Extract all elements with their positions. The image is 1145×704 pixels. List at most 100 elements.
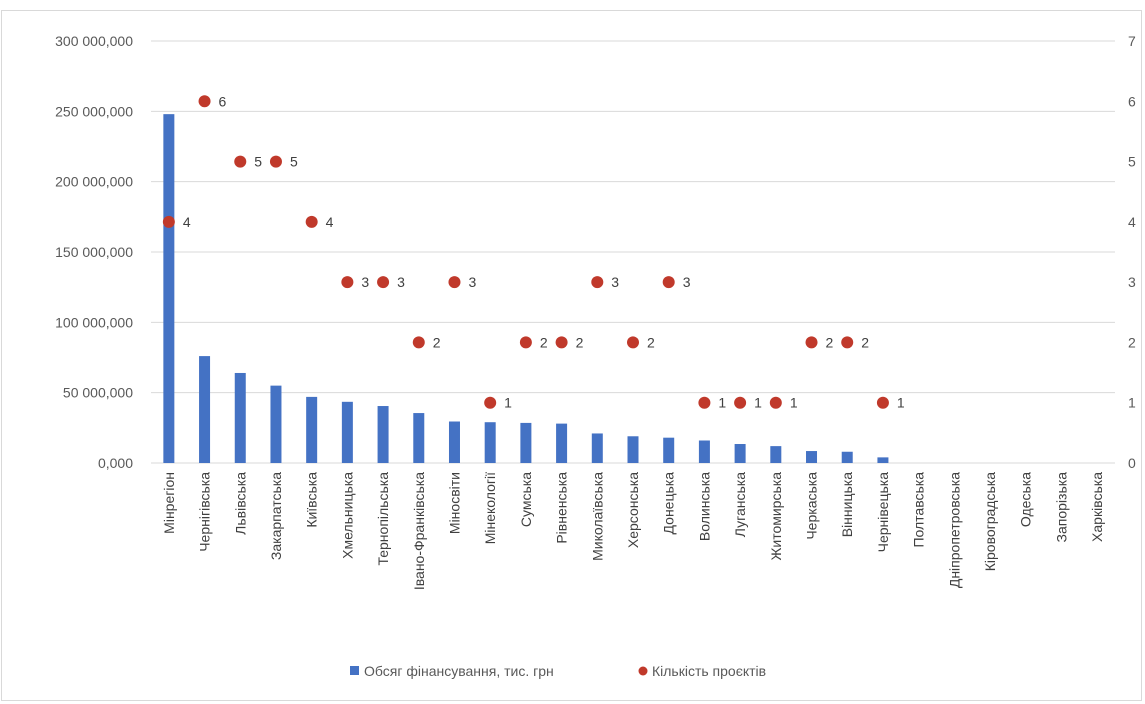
x-category-label: Міносвіти xyxy=(446,472,462,534)
y-left-tick-label: 100 000,000 xyxy=(55,314,133,330)
y-right-tick-label: 6 xyxy=(1128,93,1136,109)
data-point xyxy=(627,336,639,349)
data-label: 2 xyxy=(861,334,869,350)
data-point xyxy=(198,95,211,108)
bar xyxy=(413,413,425,463)
bar xyxy=(734,444,746,463)
bar xyxy=(341,401,353,463)
data-point xyxy=(841,336,854,349)
data-point xyxy=(412,336,425,349)
x-category-label: Рівненська xyxy=(554,472,570,544)
x-category-label: Івано-Франківська xyxy=(411,472,427,590)
data-label: 3 xyxy=(361,274,369,290)
data-point xyxy=(769,396,782,409)
data-label: 3 xyxy=(397,274,405,290)
data-point xyxy=(234,155,247,168)
data-label: 1 xyxy=(897,395,905,411)
y-left-tick-label: 300 000,000 xyxy=(55,33,133,49)
data-point xyxy=(305,215,318,228)
data-point xyxy=(162,215,175,228)
x-category-label: Львівська xyxy=(232,472,248,535)
x-category-label: Харківська xyxy=(1089,472,1105,542)
data-label: 1 xyxy=(504,395,512,411)
bar xyxy=(377,406,389,463)
data-point xyxy=(555,336,568,349)
bar xyxy=(591,433,603,463)
bar xyxy=(448,421,460,463)
data-label: 5 xyxy=(254,154,262,170)
bar xyxy=(627,436,639,463)
x-category-label: Вінницька xyxy=(839,472,855,537)
y-right-tick-label: 5 xyxy=(1128,154,1136,170)
y-left-tick-label: 200 000,000 xyxy=(55,174,133,190)
y-right-tick-label: 0 xyxy=(1128,455,1136,471)
x-category-label: Черкаська xyxy=(804,472,820,540)
data-point xyxy=(591,276,604,289)
y-right-tick-label: 2 xyxy=(1128,334,1136,350)
legend-swatch-points xyxy=(638,666,648,676)
x-category-label: Дніпропетровська xyxy=(946,472,962,588)
y-left-tick-label: 150 000,000 xyxy=(55,244,133,260)
data-label: 3 xyxy=(683,274,691,290)
data-label: 1 xyxy=(718,395,726,411)
data-point xyxy=(341,276,354,289)
x-category-label: Мінрегіон xyxy=(161,472,177,534)
data-point xyxy=(662,276,675,289)
data-point xyxy=(484,396,497,409)
x-category-label: Запорізька xyxy=(1053,472,1069,543)
bar xyxy=(484,422,496,463)
data-point xyxy=(269,155,282,168)
bar xyxy=(663,437,675,463)
data-point xyxy=(734,396,747,409)
x-category-label: Мінекології xyxy=(482,472,498,544)
x-category-label: Донецька xyxy=(661,472,677,535)
x-category-label: Хмельницька xyxy=(339,472,355,559)
y-left-tick-label: 50 000,000 xyxy=(63,385,133,401)
bar xyxy=(877,457,889,463)
y-left-tick-label: 0,000 xyxy=(98,455,133,471)
x-category-label: Житомирська xyxy=(768,472,784,561)
data-label: 6 xyxy=(219,93,227,109)
data-label: 2 xyxy=(647,334,655,350)
x-category-label: Одеська xyxy=(1018,472,1034,527)
data-point xyxy=(698,396,711,409)
data-point xyxy=(805,336,818,349)
bar xyxy=(770,446,782,463)
legend-label-points: Кількість проєктів xyxy=(652,663,766,679)
data-label: 4 xyxy=(183,214,191,230)
bar xyxy=(306,396,318,463)
data-label: 2 xyxy=(576,334,584,350)
bar xyxy=(806,451,818,463)
bar xyxy=(698,440,710,463)
bar xyxy=(270,385,282,463)
bar xyxy=(199,356,211,463)
y-right-tick-label: 7 xyxy=(1128,33,1136,49)
data-point xyxy=(448,276,461,289)
data-label: 2 xyxy=(826,334,834,350)
x-category-label: Чернігівська xyxy=(197,472,213,552)
y-left-tick-label: 250 000,000 xyxy=(55,103,133,119)
data-point xyxy=(519,336,532,349)
data-point xyxy=(876,396,889,409)
legend-label-bars: Обсяг фінансування, тис. грн xyxy=(364,663,554,679)
bar xyxy=(234,372,246,463)
data-label: 4 xyxy=(326,214,334,230)
y-right-tick-label: 4 xyxy=(1128,214,1136,230)
y-right-tick-label: 1 xyxy=(1128,395,1136,411)
data-label: 2 xyxy=(540,334,548,350)
x-category-label: Сумська xyxy=(518,472,534,527)
x-category-label: Київська xyxy=(304,472,320,528)
chart-frame xyxy=(1,10,1142,701)
x-category-label: Полтавська xyxy=(911,472,927,548)
x-category-label: Чернівецька xyxy=(875,472,891,553)
x-category-label: Волинська xyxy=(696,472,712,541)
x-category-label: Миколаївська xyxy=(589,472,605,561)
x-category-label: Тернопільська xyxy=(375,472,391,566)
bar xyxy=(163,114,175,463)
bar xyxy=(556,423,568,463)
data-label: 1 xyxy=(754,395,762,411)
data-label: 1 xyxy=(790,395,798,411)
bar xyxy=(520,422,532,463)
bar xyxy=(841,451,853,463)
